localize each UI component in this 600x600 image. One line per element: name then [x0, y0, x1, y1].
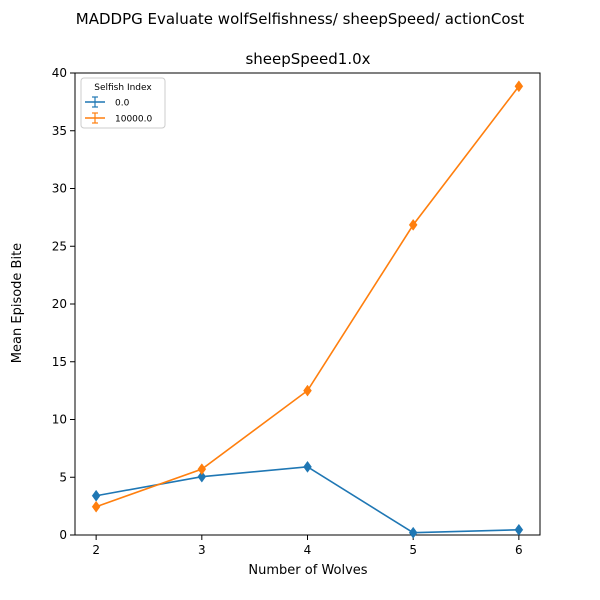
series-line: [95, 85, 520, 508]
data-point: [303, 384, 312, 397]
x-tick-label: 5: [409, 543, 417, 557]
data-point: [91, 500, 101, 513]
y-tick-label: 20: [52, 297, 67, 311]
x-tick-label: 2: [92, 543, 100, 557]
data-point: [91, 489, 101, 502]
data-point: [408, 218, 418, 231]
y-tick-label: 30: [52, 182, 67, 196]
data-point: [197, 470, 207, 483]
y-tick-label: 10: [52, 413, 67, 427]
y-tick-label: 0: [59, 528, 67, 542]
data-point: [514, 523, 524, 536]
data-point: [303, 460, 312, 473]
legend-title: Selfish Index: [94, 83, 152, 93]
x-tick-label: 4: [304, 543, 312, 557]
x-tick-label: 3: [198, 543, 206, 557]
data-point: [408, 526, 418, 539]
y-tick-label: 5: [59, 470, 67, 484]
series-line: [95, 466, 519, 534]
data-point: [514, 80, 524, 93]
y-tick-label: 25: [52, 239, 67, 253]
y-tick-label: 40: [52, 66, 67, 80]
y-tick-label: 15: [52, 355, 67, 369]
legend-label: 10000.0: [115, 115, 152, 125]
data-point: [197, 463, 207, 476]
plot-area: 2 3 4 5 6 0 5 10 15 20 25 30 35 40 Selfish Index 0.0 100…: [52, 66, 541, 557]
y-axis-label: Mean Episode Bite: [10, 243, 25, 363]
legend-box: [80, 77, 166, 129]
chart-title: sheepSpeed1.0x: [245, 50, 370, 68]
x-tick-label: 6: [515, 543, 523, 557]
legend-label: 0.0: [115, 99, 130, 109]
figure-suptitle: MADDPG Evaluate wolfSelfishness/ sheepSp…: [76, 10, 525, 28]
x-axis-label: Number of Wolves: [248, 563, 367, 578]
y-tick-label: 35: [52, 124, 67, 138]
